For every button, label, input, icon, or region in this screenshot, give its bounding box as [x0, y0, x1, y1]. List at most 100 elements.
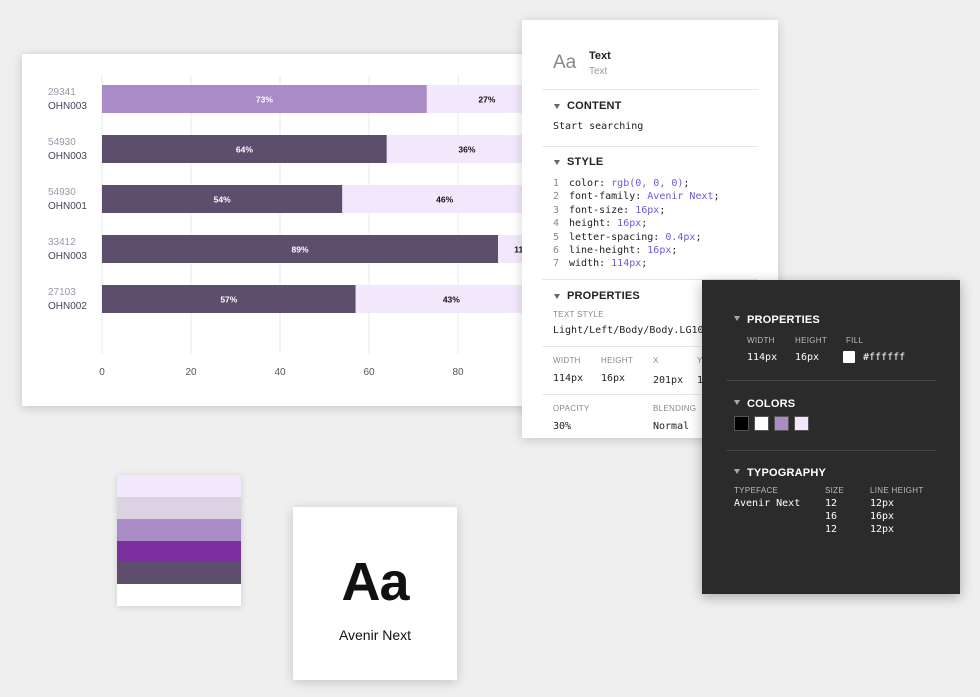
line-number: 4: [553, 218, 560, 230]
css-value: 16px: [647, 245, 672, 257]
color-swatch[interactable]: [774, 416, 789, 431]
color-swatch[interactable]: [734, 416, 749, 431]
height-label: HEIGHT: [795, 336, 828, 345]
bar-segment[interactable]: [102, 85, 427, 113]
palette-stripe: [117, 562, 241, 585]
height-label: HEIGHT: [601, 356, 634, 365]
line-number: 2: [553, 191, 560, 203]
palette-stripe: [117, 475, 241, 498]
bar-segment[interactable]: [355, 285, 547, 313]
properties-section-toggle[interactable]: PROPERTIES: [554, 290, 640, 302]
css-value: 0.4px: [665, 231, 696, 243]
category-name-label: OHN003: [48, 151, 87, 162]
divider: [726, 450, 936, 451]
fill-label: FILL: [846, 336, 864, 345]
typeface-card: Aa Avenir Next: [293, 507, 457, 680]
typeface-label: TYPEFACE: [734, 486, 779, 495]
content-value: Start searching: [553, 121, 644, 132]
css-property: letter-spacing:: [569, 231, 666, 243]
divider: [542, 346, 758, 347]
category-name-label: OHN001: [48, 201, 87, 212]
chevron-down-icon: [554, 293, 560, 299]
palette-stripe: [117, 496, 241, 520]
line-number: 7: [553, 258, 560, 270]
line-height-value: 12px: [870, 524, 895, 535]
divider: [726, 380, 936, 381]
line-number: 5: [553, 231, 560, 243]
css-terminator: ;: [641, 218, 648, 230]
chevron-down-icon: [734, 469, 740, 475]
x-tick-label: 20: [185, 367, 197, 378]
style-code-line: 4 height: 16px;: [553, 217, 720, 230]
properties-section-toggle[interactable]: PROPERTIES: [734, 310, 820, 328]
bar-value-label: 64%: [236, 145, 253, 155]
y-value: 1: [697, 375, 704, 386]
color-palette-swatch: [117, 475, 241, 607]
bar-value-label: 27%: [478, 95, 495, 105]
css-value: 16px: [617, 218, 642, 230]
divider: [542, 279, 758, 280]
category-id-label: 33412: [48, 237, 76, 248]
width-label: WIDTH: [747, 336, 775, 345]
css-value: 16px: [635, 204, 660, 216]
properties-header: PROPERTIES: [567, 290, 640, 302]
color-swatch[interactable]: [794, 416, 809, 431]
css-property: color:: [569, 178, 612, 189]
bar-segment[interactable]: [102, 285, 356, 313]
divider: [542, 146, 758, 147]
typeface-sample: Aa: [341, 552, 409, 612]
color-swatch[interactable]: [754, 416, 769, 431]
text-type-icon: Aa: [553, 52, 577, 73]
style-section-toggle[interactable]: STYLE: [554, 156, 603, 168]
palette-stripe: [117, 584, 241, 607]
opacity-value: 30%: [553, 421, 572, 432]
css-property: height:: [569, 218, 618, 230]
properties-header: PROPERTIES: [747, 314, 820, 326]
colors-section-toggle[interactable]: COLORS: [734, 394, 795, 412]
dark-properties-panel: PROPERTIES WIDTH HEIGHT FILL 114px 16px …: [702, 280, 960, 594]
css-terminator: ;: [713, 191, 720, 203]
bar-value-label: 46%: [436, 195, 453, 205]
css-property: font-size:: [569, 204, 636, 216]
category-name-label: OHN003: [48, 101, 87, 112]
bar-value-label: 73%: [256, 95, 273, 105]
style-code-block: 1 color: rgb(0, 0, 0); 2 font-family: Aveni…: [553, 177, 720, 271]
line-number: 3: [553, 204, 560, 216]
category-name-label: OHN002: [48, 301, 87, 312]
size-label: SIZE: [825, 486, 844, 495]
css-value: 114px: [611, 258, 642, 270]
style-code-line: 6 line-height: 16px;: [553, 244, 720, 257]
x-tick-label: 60: [363, 367, 375, 378]
bar-value-label: 54%: [214, 195, 231, 205]
bar-segment[interactable]: [342, 185, 547, 213]
bar-segment[interactable]: [102, 185, 343, 213]
style-code-line: 5 letter-spacing: 0.4px;: [553, 231, 720, 244]
x-value: 201px: [653, 375, 684, 386]
fill-swatch[interactable]: [843, 351, 855, 363]
size-value: 16: [825, 511, 838, 522]
bar-segment[interactable]: [102, 235, 499, 263]
bar-segment[interactable]: [102, 135, 387, 163]
category-name-label: OHN003: [48, 251, 87, 262]
content-section-toggle[interactable]: CONTENT: [554, 100, 622, 112]
line-height-value: 16px: [870, 511, 895, 522]
style-code-line: 7 width: 114px;: [553, 257, 720, 270]
width-label: WIDTH: [553, 356, 581, 365]
category-id-label: 27103: [48, 287, 76, 298]
bar-segment[interactable]: [386, 135, 547, 163]
y-label: Y: [697, 356, 703, 365]
css-value: Avenir Next: [647, 191, 714, 203]
category-id-label: 29341: [48, 87, 76, 98]
bar-value-label: 89%: [292, 245, 309, 255]
bar-chart: 0 20 40 60 80 29341 OHN003 73% 27% 54930 OHN003 64%…: [48, 76, 547, 378]
typography-section-toggle[interactable]: TYPOGRAPHY: [734, 463, 826, 481]
chevron-down-icon: [734, 400, 740, 406]
category-id-label: 54930: [48, 137, 76, 148]
blending-label: BLENDING: [653, 404, 697, 413]
height-value: 16px: [601, 373, 626, 384]
size-value: 12: [825, 524, 838, 535]
width-value: 114px: [553, 373, 584, 384]
text-style-label: TEXT STYLE: [553, 310, 604, 319]
x-label: X: [653, 356, 659, 365]
typeface-value: Avenir Next: [734, 498, 801, 509]
